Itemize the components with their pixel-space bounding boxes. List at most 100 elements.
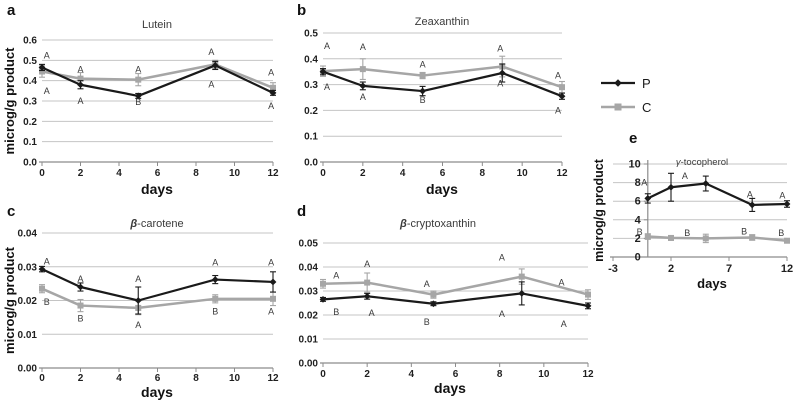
svg-text:0.00: 0.00 bbox=[299, 359, 319, 370]
chart-panel-beta-carotene: 0 2 4 6 8 10 12 0.00 0.01 0.02 0.03 0.04 β-carotene d… bbox=[0, 200, 300, 400]
svg-text:7: 7 bbox=[726, 263, 732, 275]
svg-text:Zeaxanthin: Zeaxanthin bbox=[415, 16, 469, 28]
svg-text:2: 2 bbox=[360, 168, 366, 179]
svg-text:A: A bbox=[424, 279, 430, 289]
svg-text:B: B bbox=[741, 226, 747, 236]
svg-text:0: 0 bbox=[39, 373, 45, 384]
svg-text:A: A bbox=[497, 43, 503, 53]
svg-text:days: days bbox=[426, 181, 458, 197]
svg-text:8: 8 bbox=[193, 168, 199, 179]
svg-text:A: A bbox=[369, 308, 375, 318]
svg-text:0.0: 0.0 bbox=[23, 158, 37, 169]
svg-text:B: B bbox=[637, 227, 643, 237]
svg-text:6: 6 bbox=[440, 168, 446, 179]
svg-text:A: A bbox=[44, 86, 50, 96]
svg-text:0.02: 0.02 bbox=[18, 296, 38, 307]
svg-text:microg/g product: microg/g product bbox=[592, 158, 606, 262]
panel-letter-c: c bbox=[7, 203, 16, 220]
svg-text:A: A bbox=[77, 274, 83, 284]
svg-text:2: 2 bbox=[78, 168, 84, 179]
svg-text:A: A bbox=[44, 257, 50, 267]
legend-c-line-square-icon bbox=[601, 103, 635, 111]
panel-letter-b: b bbox=[297, 2, 307, 19]
svg-text:B: B bbox=[333, 307, 339, 317]
svg-text:6: 6 bbox=[635, 196, 641, 208]
svg-text:B: B bbox=[212, 307, 218, 317]
svg-text:A: A bbox=[208, 47, 214, 57]
svg-text:4: 4 bbox=[409, 369, 415, 380]
svg-text:0.04: 0.04 bbox=[299, 263, 319, 274]
svg-text:2: 2 bbox=[78, 373, 84, 384]
svg-text:0.2: 0.2 bbox=[304, 106, 318, 117]
svg-text:A: A bbox=[779, 191, 785, 201]
svg-text:0.03: 0.03 bbox=[18, 262, 38, 273]
svg-text:4: 4 bbox=[635, 214, 642, 226]
svg-text:A: A bbox=[561, 319, 567, 329]
svg-text:A: A bbox=[208, 80, 214, 90]
panel-letter-d: d bbox=[297, 203, 307, 220]
beta-carotene-line-chart: 0 2 4 6 8 10 12 0.00 0.01 0.02 0.03 0.04 β-carotene d… bbox=[2, 218, 279, 400]
svg-text:A: A bbox=[499, 252, 505, 262]
svg-text:days: days bbox=[141, 384, 173, 400]
svg-text:10: 10 bbox=[517, 168, 529, 179]
svg-text:10: 10 bbox=[538, 369, 550, 380]
svg-text:A: A bbox=[497, 78, 503, 88]
svg-text:days: days bbox=[697, 276, 727, 291]
svg-text:B: B bbox=[420, 95, 426, 105]
svg-text:B: B bbox=[44, 297, 50, 307]
svg-text:0: 0 bbox=[320, 168, 326, 179]
svg-text:0.5: 0.5 bbox=[304, 29, 318, 40]
svg-text:6: 6 bbox=[155, 168, 161, 179]
svg-text:A: A bbox=[420, 59, 426, 69]
svg-text:β-carotene: β-carotene bbox=[129, 218, 183, 230]
svg-text:0.4: 0.4 bbox=[23, 76, 37, 87]
svg-text:A: A bbox=[212, 257, 218, 267]
svg-text:12: 12 bbox=[582, 369, 594, 380]
svg-text:A: A bbox=[364, 259, 370, 269]
svg-text:B: B bbox=[424, 317, 430, 327]
svg-text:10: 10 bbox=[229, 168, 241, 179]
chart-panel-beta-cryptoxanthin: 0 2 4 6 8 10 12 0.00 0.01 0.02 0.03 0.04 0.05 β-crypt… bbox=[290, 200, 600, 400]
svg-text:B: B bbox=[778, 228, 784, 238]
svg-text:B: B bbox=[77, 313, 83, 323]
svg-text:0.01: 0.01 bbox=[18, 330, 38, 341]
svg-text:0.05: 0.05 bbox=[299, 239, 319, 250]
svg-text:β-cryptoxanthin: β-cryptoxanthin bbox=[399, 218, 476, 230]
svg-text:A: A bbox=[360, 42, 366, 52]
svg-text:A: A bbox=[555, 105, 561, 115]
svg-text:A: A bbox=[682, 171, 688, 181]
zeaxanthin-line-chart: 0 2 4 6 8 10 12 0.0 0.1 0.2 0.3 0.4 0.5 Zeaxanthin day… bbox=[304, 16, 568, 197]
svg-text:0.6: 0.6 bbox=[23, 36, 37, 47]
svg-text:A: A bbox=[77, 64, 83, 74]
legend-c-label: C bbox=[642, 99, 652, 115]
svg-text:12: 12 bbox=[781, 263, 793, 275]
svg-text:A: A bbox=[641, 178, 647, 188]
panel-letter-e: e bbox=[629, 130, 638, 147]
chart-panel-lutein: 0 2 4 6 8 10 12 0.0 0.1 0.2 0.3 0.4 0.5 0.6 Lutein days… bbox=[0, 0, 300, 200]
svg-text:A: A bbox=[324, 41, 330, 51]
svg-text:0.5: 0.5 bbox=[23, 56, 37, 67]
svg-text:microg/g product: microg/g product bbox=[2, 246, 17, 354]
svg-text:8: 8 bbox=[480, 168, 486, 179]
svg-text:12: 12 bbox=[556, 168, 568, 179]
svg-text:A: A bbox=[333, 270, 339, 280]
svg-text:0.02: 0.02 bbox=[299, 311, 319, 322]
svg-text:A: A bbox=[558, 278, 564, 288]
svg-text:12: 12 bbox=[267, 373, 279, 384]
svg-text:0.04: 0.04 bbox=[18, 229, 38, 240]
series-legend: P C bbox=[601, 71, 651, 119]
gamma-tocopherol-line-chart: -3 2 7 12 0 2 4 6 8 10 γ-tocopherol days microg/g pr… bbox=[592, 157, 793, 291]
svg-text:A: A bbox=[135, 64, 141, 74]
svg-text:10: 10 bbox=[229, 373, 241, 384]
svg-text:0.01: 0.01 bbox=[299, 335, 319, 346]
svg-text:A: A bbox=[77, 96, 83, 106]
svg-text:0.4: 0.4 bbox=[304, 54, 318, 65]
svg-text:8: 8 bbox=[193, 373, 199, 384]
svg-text:0.3: 0.3 bbox=[304, 80, 318, 91]
svg-text:A: A bbox=[747, 190, 753, 200]
svg-text:6: 6 bbox=[453, 369, 459, 380]
svg-text:0.03: 0.03 bbox=[299, 287, 319, 298]
svg-text:6: 6 bbox=[155, 373, 161, 384]
svg-text:8: 8 bbox=[497, 369, 503, 380]
